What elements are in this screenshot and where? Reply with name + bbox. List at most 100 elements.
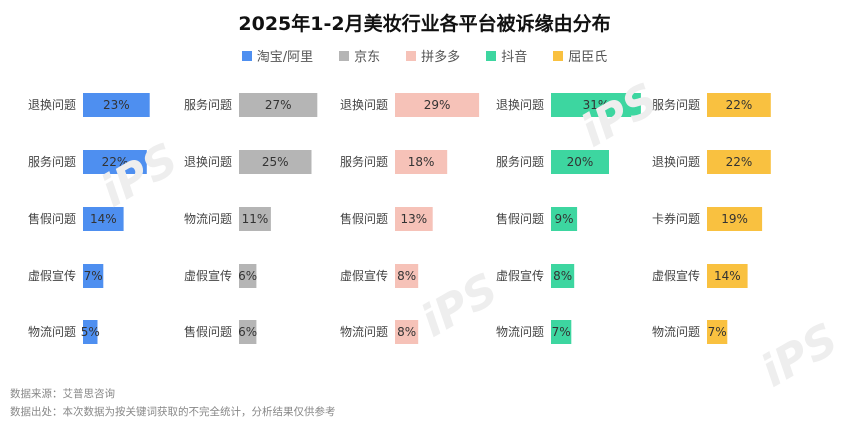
category-label: 虚假宣传 xyxy=(496,268,544,283)
bar xyxy=(395,93,480,117)
legend-label: 京东 xyxy=(354,50,381,65)
legend-swatch xyxy=(241,50,252,61)
category-label: 虚假宣传 xyxy=(184,268,232,283)
data-label: 18% xyxy=(408,155,435,169)
data-label: 8% xyxy=(553,269,572,283)
legend-label: 抖音 xyxy=(501,50,528,65)
legend-swatch xyxy=(406,50,417,61)
legend-item: 京东 xyxy=(339,46,380,65)
bar xyxy=(83,264,104,288)
legend-item: 抖音 xyxy=(486,46,527,65)
bar xyxy=(83,207,124,231)
category-label: 退换问题 xyxy=(652,155,700,169)
series-group: 服务问题 27% 退换问题 25% 物流问题 11% 虚假宣传 6% 售假问题 6% xyxy=(184,93,318,344)
bar xyxy=(551,207,578,231)
legend-label: 淘宝/阿里 xyxy=(256,50,314,65)
legend: 淘宝/阿里 京东 拼多多 抖音 屈臣氏 xyxy=(0,46,849,65)
data-label: 7% xyxy=(84,269,103,283)
data-label: 22% xyxy=(102,155,129,169)
category-label: 服务问题 xyxy=(496,154,544,169)
data-label: 14% xyxy=(714,269,741,283)
data-label: 6% xyxy=(238,325,257,339)
bar xyxy=(707,150,771,174)
data-label: 6% xyxy=(238,269,257,283)
bar xyxy=(239,320,257,344)
category-label: 虚假宣传 xyxy=(340,268,388,283)
series-group: 服务问题 22% 退换问题 22% 卡券问题 19% 虚假宣传 14% 物流问题 7% xyxy=(652,93,771,344)
data-label: 22% xyxy=(726,98,753,112)
data-label: 31% xyxy=(583,98,610,112)
data-label: 5% xyxy=(81,325,100,339)
data-label: 22% xyxy=(726,155,753,169)
category-label: 物流问题 xyxy=(340,325,388,339)
series-group: 退换问题 29% 服务问题 18% 售假问题 13% 虚假宣传 8% 物流问题 8% xyxy=(340,93,480,344)
legend-label: 屈臣氏 xyxy=(568,50,608,65)
category-label: 物流问题 xyxy=(28,325,76,339)
category-label: 退换问题 xyxy=(496,98,544,112)
category-label: 售假问题 xyxy=(496,211,544,226)
data-label: 11% xyxy=(242,212,269,226)
category-label: 退换问题 xyxy=(340,98,388,112)
legend-label: 拼多多 xyxy=(421,50,461,65)
category-label: 物流问题 xyxy=(496,325,544,339)
bar xyxy=(395,264,419,288)
legend-swatch xyxy=(553,50,564,61)
category-label: 服务问题 xyxy=(652,97,700,112)
data-label: 29% xyxy=(424,98,451,112)
data-label: 19% xyxy=(721,212,748,226)
bar xyxy=(707,320,728,344)
bar xyxy=(83,93,150,117)
category-label: 售假问题 xyxy=(184,324,232,339)
bar xyxy=(395,320,419,344)
bar xyxy=(83,150,147,174)
bar xyxy=(239,150,312,174)
chart-title: 2025年1-2月美妆行业各平台被诉缘由分布 xyxy=(238,13,611,35)
data-label: 27% xyxy=(265,98,292,112)
series-group: 退换问题 31% 服务问题 20% 售假问题 9% 虚假宣传 8% 物流问题 7% xyxy=(496,93,641,344)
category-label: 退换问题 xyxy=(184,155,232,169)
data-label: 8% xyxy=(397,325,416,339)
bar xyxy=(707,93,771,117)
legend-swatch xyxy=(339,50,350,61)
category-label: 售假问题 xyxy=(340,211,388,226)
category-label: 服务问题 xyxy=(28,154,76,169)
category-label: 售假问题 xyxy=(28,211,76,226)
bar xyxy=(551,93,641,117)
data-label: 7% xyxy=(708,325,727,339)
series-group: 退换问题 23% 服务问题 22% 售假问题 14% 虚假宣传 7% 物流问题 5% xyxy=(28,93,150,344)
category-label: 卡券问题 xyxy=(652,211,700,226)
bar xyxy=(707,264,748,288)
legend-item: 淘宝/阿里 xyxy=(241,46,314,65)
legend-item: 拼多多 xyxy=(406,46,460,65)
bar xyxy=(395,207,433,231)
category-label: 虚假宣传 xyxy=(28,268,76,283)
bar xyxy=(239,207,271,231)
category-label: 物流问题 xyxy=(184,212,232,226)
bar xyxy=(83,320,98,344)
bar xyxy=(395,150,448,174)
data-source-note: 数据来源：艾普思咨询 xyxy=(10,388,115,400)
bar xyxy=(707,207,763,231)
legend-swatch xyxy=(486,50,497,61)
legend-item: 屈臣氏 xyxy=(553,46,607,65)
category-label: 虚假宣传 xyxy=(652,268,700,283)
data-label: 14% xyxy=(90,212,117,226)
bar xyxy=(551,320,572,344)
bar xyxy=(551,150,609,174)
category-label: 物流问题 xyxy=(652,325,700,339)
data-label: 8% xyxy=(397,269,416,283)
bar xyxy=(239,93,318,117)
data-label: 9% xyxy=(555,212,574,226)
category-label: 服务问题 xyxy=(340,154,388,169)
data-label: 20% xyxy=(567,155,594,169)
data-origin-note: 数据出处：本次数据为按关键词获取的不完全统计，分析结果仅供参考 xyxy=(10,406,336,418)
bar xyxy=(551,264,575,288)
data-label: 13% xyxy=(401,212,428,226)
category-label: 服务问题 xyxy=(184,97,232,112)
data-label: 23% xyxy=(103,98,130,112)
data-label: 7% xyxy=(552,325,571,339)
bar xyxy=(239,264,257,288)
data-label: 25% xyxy=(262,155,289,169)
category-label: 退换问题 xyxy=(28,98,76,112)
